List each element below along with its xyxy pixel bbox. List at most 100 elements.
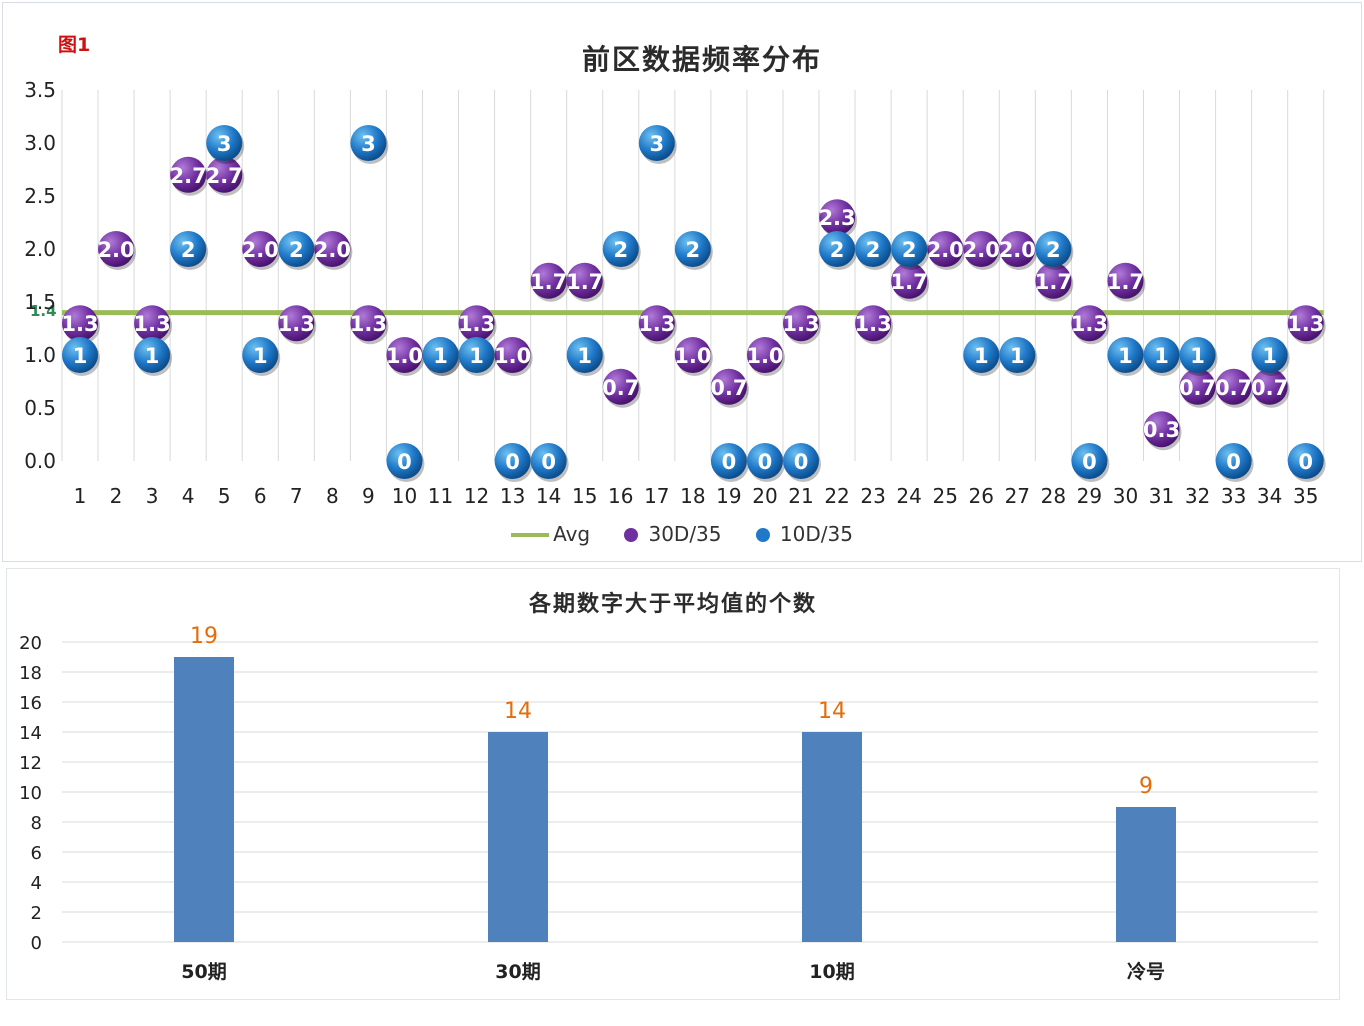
series-30d-data-label: 1.3 [278, 312, 315, 336]
series-10d-data-label: 2 [613, 238, 628, 262]
scatter-chart-title: 前区数据频率分布 [581, 43, 822, 76]
bar-y-tick-label: 2 [31, 903, 42, 924]
series-30d-point [891, 262, 928, 299]
series-10d-data-label: 1 [433, 344, 448, 368]
scatter-x-tick-label: 20 [752, 484, 777, 508]
series-30d-point [855, 305, 892, 342]
series-10d-data-label: 2 [181, 238, 196, 262]
series-30d-point [98, 231, 135, 267]
series-10d-data-label: 1 [974, 344, 989, 368]
bar-data-label: 9 [1139, 774, 1153, 799]
series-30d-point [1107, 262, 1144, 299]
scatter-x-tick-label: 22 [824, 484, 849, 508]
series-30d-data-label: 1.0 [746, 344, 783, 368]
series-10d-point [1251, 337, 1288, 373]
bar-data-label: 19 [190, 624, 218, 649]
series-10d-data-label: 3 [217, 132, 232, 156]
series-10d-point [638, 125, 675, 161]
series-10d-data-label: 1 [1262, 344, 1277, 368]
series-10d-data-label: 1 [469, 344, 484, 368]
legend-avg-label: Avg [553, 521, 591, 546]
series-10d-point [1179, 337, 1216, 373]
scatter-x-tick-label: 17 [644, 484, 669, 508]
series-10d-data-label: 2 [1046, 238, 1061, 262]
bar-chart-title: 各期数字大于平均值的个数 [528, 592, 817, 617]
series-10d-data-label: 1 [145, 344, 160, 368]
series-30d-data-label: 2.0 [97, 238, 134, 262]
bar-y-tick-label: 6 [31, 843, 42, 864]
series-10d-point [62, 337, 98, 373]
series-30d-point [170, 156, 207, 193]
series-10d-point [891, 231, 928, 267]
bar-y-tick-label: 16 [19, 693, 42, 714]
series-10d-point [602, 231, 639, 267]
series-10d-point [963, 337, 1000, 373]
series-30d-point [314, 231, 351, 267]
scatter-x-tick-label: 32 [1185, 484, 1210, 508]
series-10d-point [999, 337, 1036, 373]
series-30d-data-label: 1.7 [566, 270, 603, 294]
series-10d-point [783, 443, 819, 479]
series-30d-data-label: 1.0 [386, 344, 423, 368]
scatter-x-tick-label: 14 [536, 484, 561, 508]
series-30d-point [1071, 305, 1108, 342]
scatter-x-tick-label: 13 [500, 484, 525, 508]
legend-avg: Avg [511, 522, 590, 546]
scatter-x-tick-label: 21 [788, 484, 813, 508]
bar-category-label: 30期 [495, 961, 540, 983]
series-10d-data-label: 3 [649, 132, 664, 156]
scatter-x-tick-label: 33 [1221, 484, 1246, 508]
series-30d-point [458, 305, 495, 342]
scatter-x-tick-label: 31 [1149, 484, 1174, 508]
scatter-x-tick-label: 1 [74, 484, 87, 508]
bar-y-tick-label: 20 [19, 633, 42, 654]
scatter-legend: Avg 30D/35 10D/35 [0, 520, 1364, 546]
series-10d-point [278, 231, 315, 267]
scatter-x-tick-label: 10 [392, 484, 417, 508]
series-10d-point [530, 443, 567, 479]
series-30d-data-label: 2.0 [242, 238, 279, 262]
bar-y-tick-label: 8 [31, 813, 42, 834]
bar-y-tick-label: 10 [19, 783, 42, 804]
scatter-x-tick-label: 19 [716, 484, 741, 508]
bar-category-label: 冷号 [1127, 960, 1165, 983]
scatter-x-tick-label: 28 [1041, 484, 1066, 508]
series-30d-data-label: 1.3 [782, 312, 819, 336]
series-30d-data-label: 2.0 [999, 238, 1036, 262]
series-30d-data-label: 1.7 [891, 270, 928, 294]
series-30d-point [783, 305, 819, 342]
scatter-x-tick-label: 2 [110, 484, 123, 508]
series-30d-point [1251, 368, 1288, 405]
series-30d-data-label: 2.7 [170, 164, 207, 188]
series-30d-data-label: 0.7 [1215, 376, 1252, 400]
scatter-x-tick-label: 15 [572, 484, 597, 508]
scatter-x-tick-label: 24 [896, 484, 921, 508]
series-10d-point [206, 125, 243, 161]
series-10d-data-label: 0 [505, 450, 520, 474]
series-10d-data-label: 0 [1298, 450, 1313, 474]
series-10d-point [1035, 231, 1072, 267]
series-10d-data-label: 1 [73, 344, 88, 368]
scatter-y-tick-label: 3.0 [24, 131, 56, 155]
series-30d-point [1143, 411, 1180, 448]
bar-data-label: 14 [818, 699, 846, 724]
scatter-x-tick-label: 9 [362, 484, 375, 508]
series-10d-point [1287, 443, 1324, 479]
series-10d-point [674, 231, 711, 267]
scatter-x-tick-label: 29 [1077, 484, 1102, 508]
series-30d-data-label: 1.3 [854, 312, 891, 336]
series-30d-data-label: 2.7 [206, 164, 243, 188]
series-30d-data-label: 2.3 [818, 206, 855, 230]
bar [802, 732, 862, 942]
series-10d-data-label: 1 [577, 344, 592, 368]
series-10d-data-label: 2 [866, 238, 881, 262]
series-30d-data-label: 1.3 [458, 312, 495, 336]
series-30d-point [638, 305, 675, 342]
scatter-x-tick-label: 34 [1257, 484, 1282, 508]
series-30d-point [1215, 368, 1252, 405]
series-10d-point [458, 337, 495, 373]
bar-category-label: 50期 [181, 961, 226, 983]
bar [1116, 807, 1176, 942]
series-30d-data-label: 0.7 [710, 376, 747, 400]
series-30d-point [1179, 368, 1216, 405]
